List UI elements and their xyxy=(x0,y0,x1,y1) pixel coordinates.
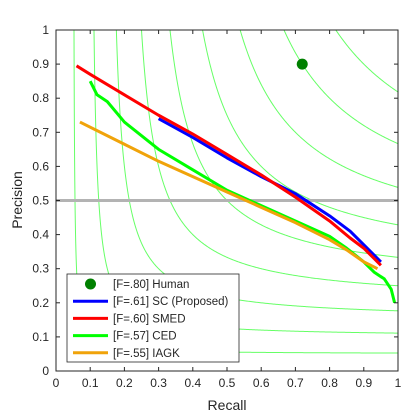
series-point-human xyxy=(296,58,308,70)
x-tick-label: 0.6 xyxy=(253,376,270,390)
legend-label-2: [F=.61] SC (Proposed) xyxy=(113,296,229,308)
iso-f-curve-6 xyxy=(202,30,398,226)
y-tick-label: 0.1 xyxy=(32,330,49,344)
x-tick-label: 0.4 xyxy=(184,376,201,390)
x-tick-label: 0.9 xyxy=(355,376,372,390)
legend-label-4: [F=.57] CED xyxy=(113,331,177,343)
x-tick-label: 1 xyxy=(395,376,402,390)
legend: [F=.80] Human [F=.61] SC (Proposed) [F=.60… xyxy=(66,273,240,363)
legend-marker-human xyxy=(85,278,96,290)
iso-f-curve-4 xyxy=(141,30,398,287)
series-line-4 xyxy=(88,80,397,304)
x-tick-label: 0.7 xyxy=(287,376,304,390)
series-layer xyxy=(75,58,397,304)
y-tick-label: 0.3 xyxy=(32,262,49,276)
y-tick-label: 0.7 xyxy=(32,125,49,139)
x-tick-label: 0 xyxy=(53,376,60,390)
legend-label-5: [F=.55] IAGK xyxy=(113,348,180,360)
y-tick-label: 0.9 xyxy=(32,57,49,71)
legend-label-1: [F=.80] Human xyxy=(113,279,189,291)
iso-f-curve-8 xyxy=(283,30,398,145)
series-line-2 xyxy=(157,117,382,263)
y-tick-label: 1 xyxy=(42,23,49,37)
y-tick-label: 0 xyxy=(42,364,49,378)
x-tick-label: 0.5 xyxy=(219,376,236,390)
x-tick-label: 0.2 xyxy=(116,376,133,390)
y-tick-label: 0.4 xyxy=(32,228,49,242)
x-axis-label: Recall xyxy=(208,397,247,413)
y-tick-label: 0.5 xyxy=(32,194,49,208)
y-tick-label: 0.8 xyxy=(32,91,49,105)
series-line-3 xyxy=(75,64,382,267)
y-axis-ticks: 0 0.1 0.2 0.3 0.4 0.5 0.6 0.7 0.8 0.9 1 xyxy=(32,23,398,378)
iso-f-curve-9 xyxy=(335,30,398,93)
iso-f-curve-7 xyxy=(239,30,398,188)
y-tick-label: 0.2 xyxy=(32,296,49,310)
x-tick-label: 0.8 xyxy=(321,376,338,390)
x-tick-label: 0.1 xyxy=(82,376,99,390)
y-tick-label: 0.6 xyxy=(32,159,49,173)
x-tick-label: 0.3 xyxy=(150,376,167,390)
y-axis-label: Precision xyxy=(9,171,25,229)
series-line-5 xyxy=(79,120,379,271)
legend-label-3: [F=.60] SMED xyxy=(113,313,186,325)
x-axis-ticks: 0 0.1 0.2 0.3 0.4 0.5 0.6 0.7 0.8 0.9 1 xyxy=(53,30,402,390)
